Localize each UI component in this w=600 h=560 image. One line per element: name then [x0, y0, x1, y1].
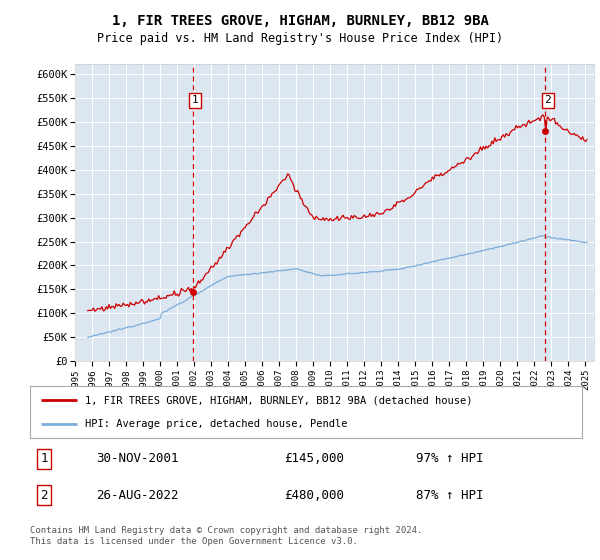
Text: Price paid vs. HM Land Registry's House Price Index (HPI): Price paid vs. HM Land Registry's House … [97, 32, 503, 45]
Text: £480,000: £480,000 [284, 489, 344, 502]
Text: 97% ↑ HPI: 97% ↑ HPI [416, 452, 484, 465]
Text: 1, FIR TREES GROVE, HIGHAM, BURNLEY, BB12 9BA (detached house): 1, FIR TREES GROVE, HIGHAM, BURNLEY, BB1… [85, 395, 473, 405]
Text: Contains HM Land Registry data © Crown copyright and database right 2024.
This d: Contains HM Land Registry data © Crown c… [30, 526, 422, 546]
Text: HPI: Average price, detached house, Pendle: HPI: Average price, detached house, Pend… [85, 419, 348, 429]
Text: 87% ↑ HPI: 87% ↑ HPI [416, 489, 484, 502]
Text: 30-NOV-2001: 30-NOV-2001 [96, 452, 179, 465]
Text: £145,000: £145,000 [284, 452, 344, 465]
Text: 1: 1 [192, 95, 199, 105]
Text: 26-AUG-2022: 26-AUG-2022 [96, 489, 179, 502]
Text: 2: 2 [40, 489, 47, 502]
Text: 1, FIR TREES GROVE, HIGHAM, BURNLEY, BB12 9BA: 1, FIR TREES GROVE, HIGHAM, BURNLEY, BB1… [112, 14, 488, 28]
Text: 2: 2 [545, 95, 551, 105]
Text: 1: 1 [40, 452, 47, 465]
